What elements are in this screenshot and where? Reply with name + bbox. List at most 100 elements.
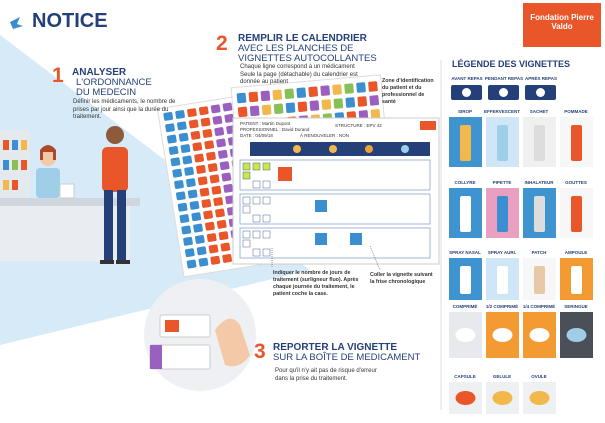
step-subtitle: SUR LA BOÎTE DE MEDICAMENT: [273, 352, 421, 363]
step-number: 3: [254, 340, 266, 363]
checkbox: [252, 180, 261, 189]
checkbox: [242, 230, 251, 239]
sticker: [217, 149, 228, 159]
sticker: [248, 91, 259, 103]
legend-label: SIROP: [457, 109, 472, 114]
sticker: [260, 90, 271, 102]
sticker: [308, 86, 319, 97]
sticker: [192, 142, 203, 152]
sticker: [175, 110, 185, 119]
meal-label: AVANT REPAS: [451, 76, 483, 81]
checkbox: [242, 239, 251, 248]
legend-label: AMPOULE: [564, 250, 588, 255]
patient-figure: [106, 126, 124, 144]
hand: [215, 318, 250, 367]
sticker: [236, 92, 247, 104]
sticker: [194, 153, 204, 163]
checkbox: [242, 162, 251, 171]
legend-label: PATCH: [531, 250, 547, 255]
legend-label: COLLYRE: [454, 180, 476, 185]
sticker: [203, 210, 213, 220]
sticker: [285, 102, 296, 113]
legend-label: 1/2 COMPRIMÉ: [485, 304, 519, 309]
sticker: [183, 236, 193, 246]
sticker: [368, 81, 378, 92]
sticker: [172, 168, 183, 178]
sticker: [219, 161, 230, 171]
step-subtitle: AVEC LES PLANCHES DE VIGNETTES AUTOCOLLA…: [238, 43, 377, 65]
sticker: [200, 117, 211, 127]
checkbox: [242, 171, 251, 180]
annotation: Zone d'identification du patient et du p…: [382, 78, 434, 105]
legend-icon: [571, 125, 582, 161]
legend-label: COMPRIMÉ: [452, 304, 478, 309]
sticker: [195, 235, 205, 244]
sticker: [273, 103, 284, 115]
sticker: [344, 83, 354, 94]
sticker: [181, 225, 192, 235]
bird-icon: [10, 17, 23, 29]
sticker: [222, 102, 233, 112]
sticker: [369, 95, 379, 106]
legend-label: 1/4 COMPRIMÉ: [522, 304, 556, 309]
pharmacist: [40, 150, 56, 166]
legend-label: GELULE: [492, 374, 512, 379]
sticker: [189, 200, 200, 210]
legend-label: EFFERVESCENT: [484, 109, 520, 114]
sticker: [261, 104, 272, 116]
meal-label: PENDANT REPAS: [484, 76, 524, 81]
legend-icon: [497, 196, 508, 232]
calendar-field: DATE : 04/09/18: [240, 133, 273, 138]
legend-icon: [534, 125, 545, 161]
sticker: [332, 84, 342, 95]
sticker: [196, 164, 206, 174]
sticker: [201, 199, 212, 208]
sticker: [214, 127, 225, 137]
legend-icon: [534, 196, 545, 232]
sticker: [296, 87, 307, 98]
checkbox: [262, 248, 271, 257]
sticker: [210, 104, 221, 114]
checkbox: [252, 214, 261, 223]
sticker: [191, 212, 202, 222]
sticker: [179, 214, 190, 224]
legend-label: INHALATEUR: [524, 180, 554, 185]
sticker: [198, 257, 209, 267]
sticker: [177, 202, 188, 212]
sticker: [202, 129, 213, 138]
sticker: [177, 121, 187, 131]
calendar-field: STRUCTURE : EPV 42: [335, 123, 382, 128]
legend-icon: [497, 266, 508, 294]
sticker: [178, 132, 189, 142]
calendar: [232, 117, 440, 271]
legend-icon: [529, 328, 550, 342]
sticker: [166, 134, 177, 144]
sticker: [180, 144, 191, 154]
sticker: [345, 97, 356, 108]
annotation: Coller la vignette suivant la frise chro…: [370, 272, 433, 285]
sticker: [170, 157, 181, 167]
sticker: [165, 123, 175, 133]
sticker: [188, 119, 199, 129]
sticker: [237, 106, 248, 118]
sticker: [168, 146, 179, 155]
sticker: [193, 223, 203, 233]
sticker: [333, 98, 344, 109]
meal-icon: [536, 88, 545, 97]
sticker: [320, 85, 330, 96]
checkbox: [242, 205, 251, 214]
sticker: [212, 115, 223, 125]
legend-icon: [460, 196, 471, 232]
sticker: [211, 185, 222, 195]
sticker: [182, 155, 193, 165]
sticker: [198, 106, 209, 116]
annotation: Indiquer le nombre de jours de traitemen…: [273, 270, 359, 297]
legend-title: LÉGENDE DES VIGNETTES: [452, 59, 571, 69]
sticker: [370, 109, 381, 120]
checkbox: [262, 196, 271, 205]
step-number: 2: [216, 32, 228, 55]
checkbox: [262, 214, 271, 223]
legend-icon: [455, 328, 476, 342]
checkbox: [252, 162, 261, 171]
